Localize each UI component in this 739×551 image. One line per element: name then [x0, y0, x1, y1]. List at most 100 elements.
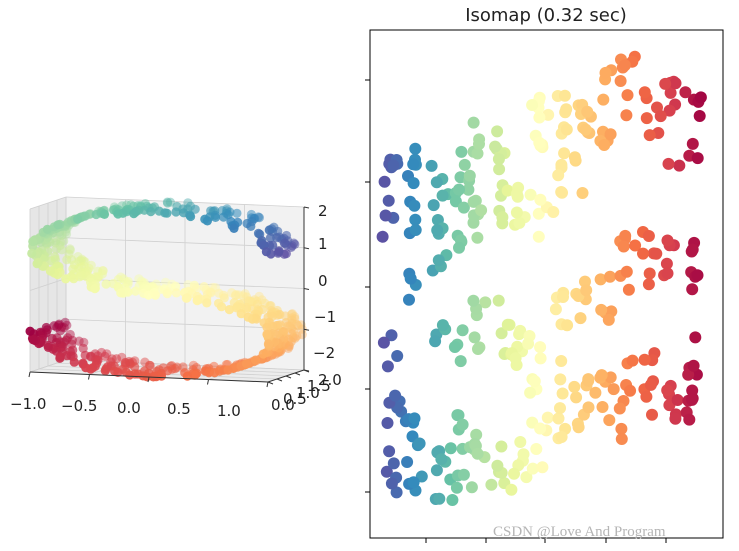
isomap-point — [644, 378, 657, 391]
isomap-point — [524, 188, 537, 201]
s-curve-point — [264, 225, 274, 235]
s-curve-point — [91, 209, 101, 220]
isomap-point — [614, 75, 627, 87]
s-curve-point — [80, 350, 90, 360]
isomap-point — [570, 391, 583, 404]
s-curve-point — [125, 370, 135, 380]
isomap-point — [574, 312, 587, 325]
isomap-point — [642, 230, 655, 242]
3d-tick-marks — [28, 206, 310, 388]
s-curve-point — [28, 236, 38, 247]
s-curve-point — [100, 351, 110, 361]
s-curve-point — [101, 279, 111, 289]
isomap-point — [572, 421, 585, 434]
isomap-point — [603, 414, 616, 427]
isomap-point — [686, 393, 698, 406]
isomap-point — [661, 267, 674, 280]
s-curve-point — [232, 208, 242, 218]
isomap-point — [687, 359, 700, 372]
plot-frame — [369, 29, 724, 539]
isomap-point — [579, 123, 592, 136]
isomap-point — [554, 373, 567, 386]
isomap-point — [404, 272, 417, 285]
isomap-point — [679, 86, 692, 99]
isomap-point — [619, 229, 632, 242]
s-curve-point — [45, 266, 56, 276]
isomap-point — [560, 123, 573, 136]
isomap-point — [456, 418, 469, 431]
isomap-point — [547, 206, 560, 218]
isomap-point — [682, 368, 695, 381]
z-tick-label: 2 — [318, 202, 328, 220]
isomap-point — [431, 224, 444, 237]
isomap-point — [387, 457, 400, 470]
s-curve-point — [229, 223, 239, 233]
s-curve-point — [190, 204, 200, 214]
isomap-point — [691, 152, 704, 165]
s-curve-point — [74, 336, 84, 346]
isomap-point — [642, 278, 655, 291]
isomap-point — [693, 110, 706, 122]
s-curve-point — [145, 360, 155, 371]
isomap-point — [598, 139, 611, 151]
z-tick-label: −2 — [313, 344, 335, 362]
isomap-point — [607, 383, 620, 396]
isomap-point — [650, 247, 663, 260]
isomap-point — [522, 337, 535, 350]
s-curve-point — [251, 355, 261, 365]
isomap-point — [465, 481, 478, 494]
x-tick-label: 0.0 — [117, 399, 141, 417]
isomap-point — [496, 211, 509, 224]
isomap-point — [391, 350, 404, 362]
isomap-point — [435, 453, 448, 466]
isomap-point — [479, 296, 492, 309]
s-curve-point — [78, 343, 88, 353]
isomap-point — [557, 291, 569, 303]
isomap-point — [659, 77, 672, 90]
isomap-point — [453, 183, 465, 196]
isomap-point — [555, 431, 568, 443]
isomap-point — [581, 105, 594, 118]
isomap-point — [467, 195, 480, 208]
s-curve-point — [163, 198, 173, 208]
isomap-point — [596, 401, 609, 413]
s-curve-point — [32, 259, 42, 269]
isomap-point — [568, 380, 581, 393]
isomap-point — [471, 147, 484, 160]
s-curve-point — [243, 312, 253, 322]
chart-title: Isomap (0.32 sec) — [465, 5, 627, 26]
isomap-point — [664, 86, 677, 99]
isomap-point — [532, 207, 545, 220]
s-curve-point — [49, 321, 59, 331]
isomap-point — [694, 91, 707, 104]
isomap-point — [514, 324, 527, 337]
isomap-point — [451, 409, 464, 422]
s-curve-point — [171, 288, 181, 298]
isomap-point — [646, 408, 658, 421]
isomap-point — [691, 269, 704, 282]
s-curve-point — [202, 216, 212, 226]
s-curve-point — [143, 290, 154, 300]
s-curve-points — [25, 197, 307, 382]
isomap-point — [413, 437, 426, 450]
s-curve-point — [90, 284, 100, 294]
isomap-point — [429, 335, 442, 348]
isomap-point — [473, 138, 485, 150]
isomap-point — [526, 462, 539, 475]
isomap-point — [430, 464, 443, 477]
isomap-point — [615, 433, 628, 445]
isomap-point — [390, 486, 403, 499]
isomap-point — [455, 145, 468, 158]
s-curve-point — [190, 370, 200, 380]
isomap-point — [558, 147, 571, 160]
isomap-point — [408, 412, 421, 425]
isomap-point — [401, 456, 414, 468]
isomap-point — [462, 183, 475, 196]
isomap-point — [534, 422, 547, 435]
s-curve-point — [192, 296, 202, 306]
isomap-point — [454, 355, 467, 368]
isomap-point — [508, 467, 520, 480]
isomap-point — [626, 354, 639, 367]
isomap-point — [594, 273, 607, 286]
